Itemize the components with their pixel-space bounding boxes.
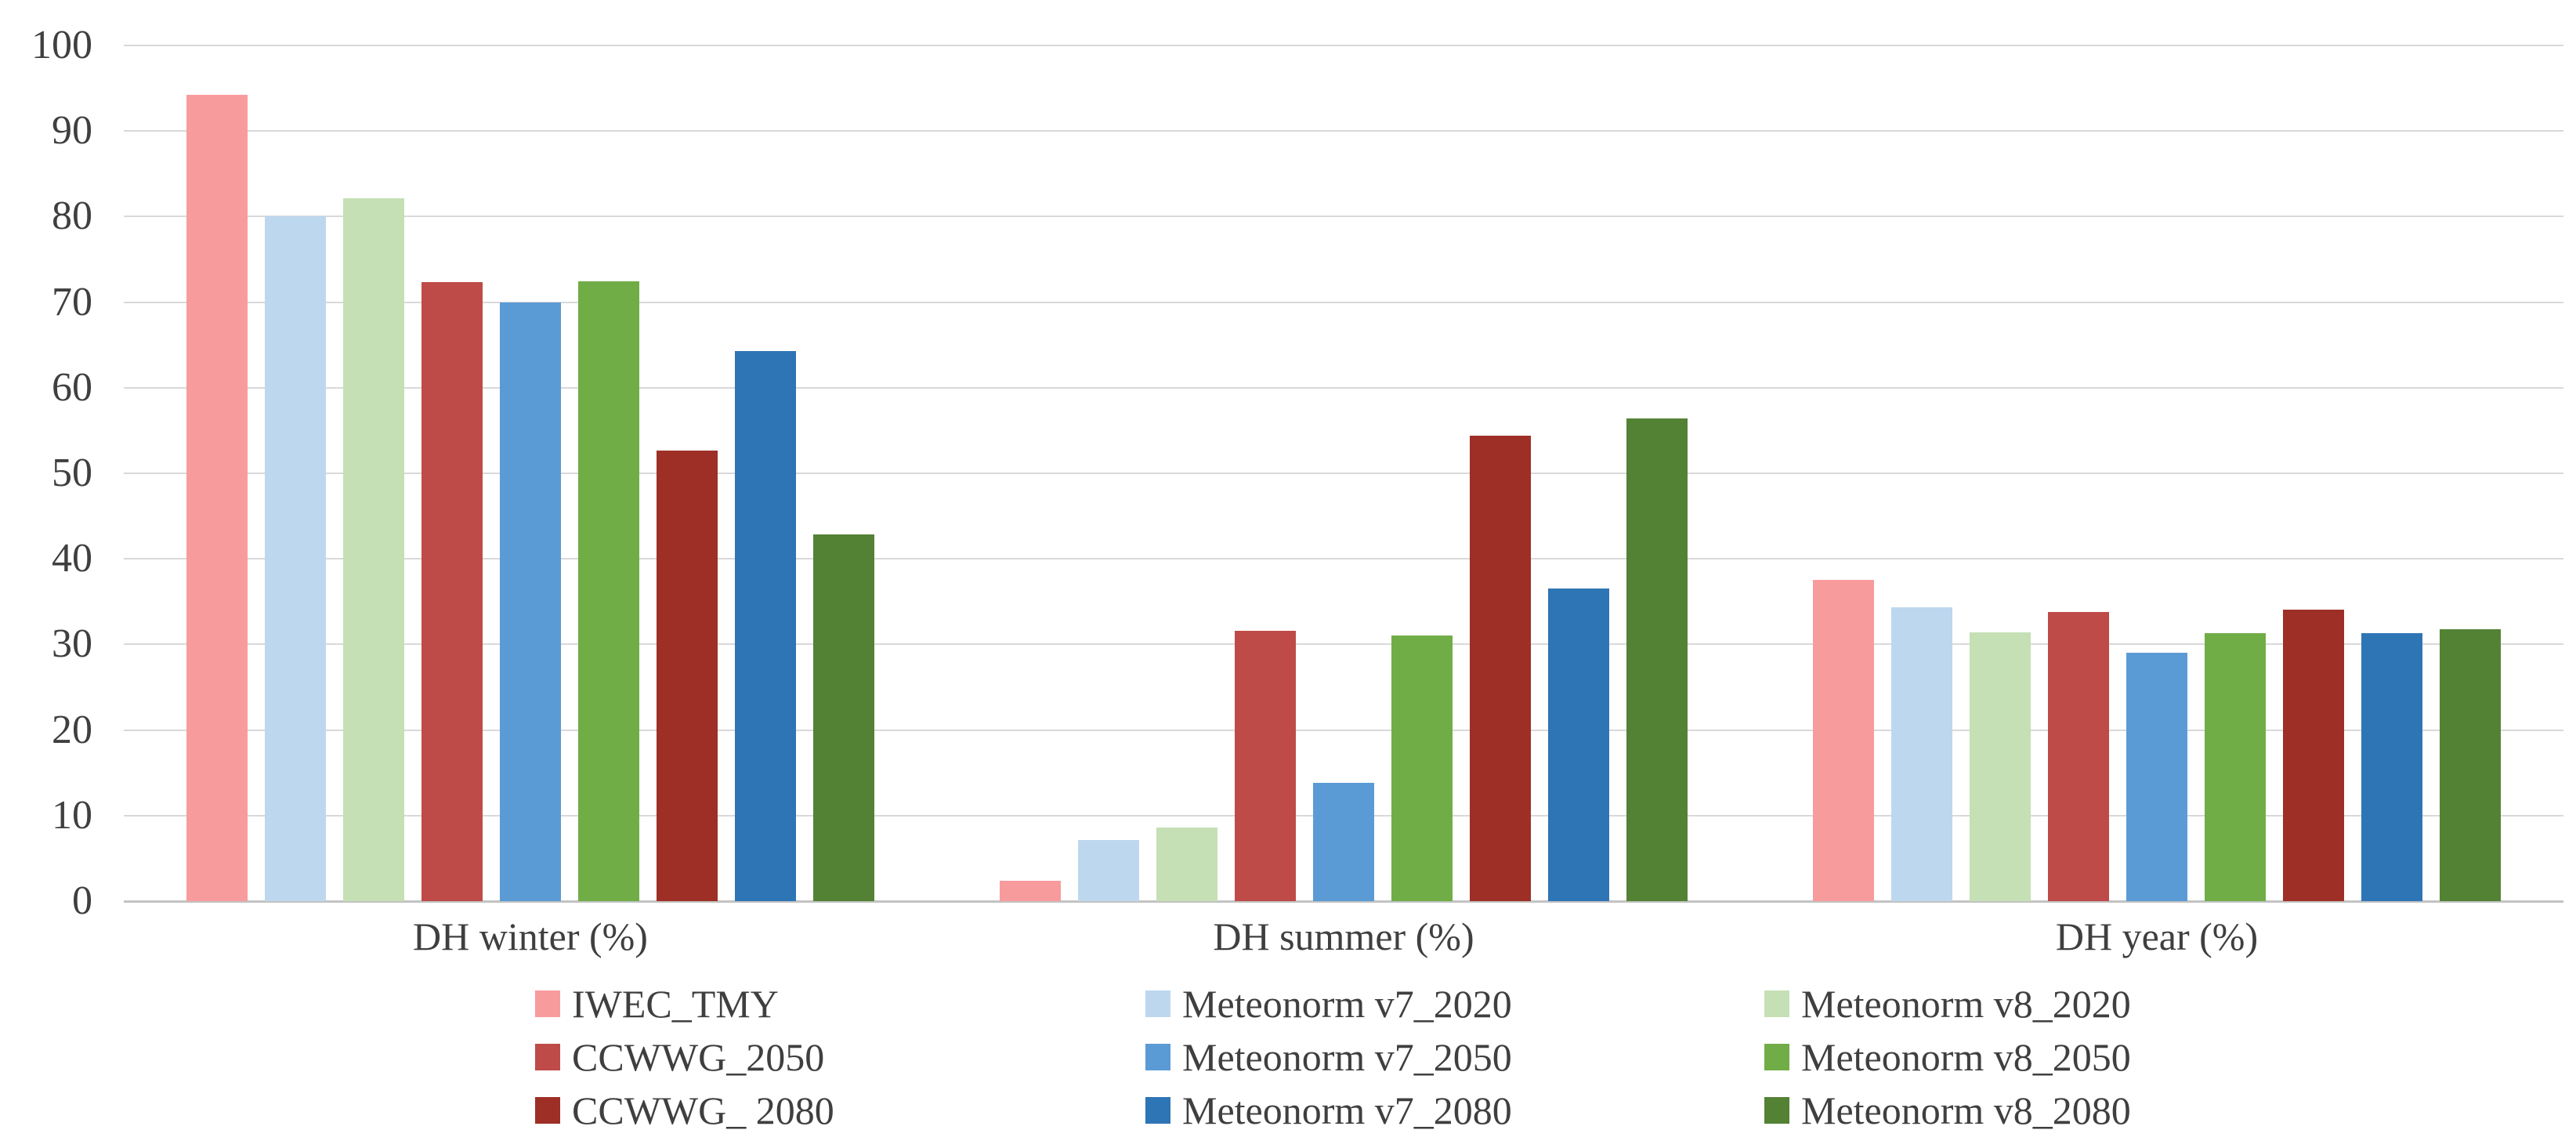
- gridline: [124, 130, 2563, 132]
- gridline: [124, 302, 2563, 303]
- bar: [813, 534, 874, 901]
- gridline: [124, 473, 2563, 474]
- bar: [1313, 783, 1374, 901]
- bar: [421, 282, 483, 901]
- bar: [2283, 610, 2344, 901]
- legend-swatch-icon: [535, 990, 560, 1017]
- bar: [735, 351, 796, 901]
- legend-item: IWEC_TMY: [535, 981, 779, 1027]
- legend-swatch-icon: [1764, 1097, 1789, 1124]
- bar-group: [124, 45, 937, 901]
- y-tick-label: 30: [52, 621, 92, 666]
- bar-group: [937, 45, 1750, 901]
- legend-item: Meteonorm v8_2050: [1764, 1034, 2131, 1080]
- y-tick-label: 20: [52, 708, 92, 752]
- y-tick-label: 0: [72, 878, 92, 923]
- bar: [1548, 588, 1609, 901]
- y-tick-label: 60: [52, 365, 92, 410]
- bar: [1391, 636, 1453, 901]
- legend-label: Meteonorm v8_2020: [1801, 982, 2131, 1026]
- y-tick-label: 80: [52, 194, 92, 238]
- legend-label: Meteonorm v7_2080: [1182, 1088, 1512, 1132]
- legend-swatch-icon: [535, 1097, 560, 1124]
- legend-swatch-icon: [1764, 1044, 1789, 1070]
- bar: [578, 281, 639, 901]
- bar: [1156, 828, 1217, 901]
- legend-swatch-icon: [535, 1044, 560, 1070]
- bar: [186, 95, 248, 901]
- y-tick-label: 10: [52, 793, 92, 838]
- y-tick-label: 100: [31, 23, 92, 67]
- bar: [2361, 633, 2422, 901]
- bar: [1970, 632, 2031, 901]
- bar: [1626, 418, 1688, 901]
- legend-item: Meteonorm v7_2050: [1145, 1034, 1512, 1080]
- bar: [265, 216, 326, 901]
- legend-item: Meteonorm v7_2020: [1145, 981, 1512, 1027]
- bar: [657, 451, 718, 901]
- legend-item: CCWWG_ 2080: [535, 1088, 834, 1133]
- legend-label: Meteonorm v8_2080: [1801, 1088, 2131, 1132]
- bar: [1891, 607, 1952, 901]
- bar: [1078, 840, 1139, 901]
- bar: [500, 302, 561, 901]
- legend-swatch-icon: [1145, 990, 1170, 1017]
- gridline: [124, 558, 2563, 560]
- bar: [2205, 633, 2266, 901]
- y-tick-label: 70: [52, 280, 92, 324]
- gridline: [124, 730, 2563, 731]
- legend-swatch-icon: [1764, 990, 1789, 1017]
- gridline: [124, 215, 2563, 217]
- category-label: DH summer (%): [1213, 914, 1474, 958]
- y-tick-label: 40: [52, 536, 92, 581]
- bar: [1235, 631, 1296, 901]
- gridline: [124, 45, 2563, 46]
- legend-label: IWEC_TMY: [572, 982, 779, 1026]
- bar: [1000, 881, 1061, 901]
- bar: [2126, 653, 2187, 901]
- bar-group: [1750, 45, 2563, 901]
- gridline: [124, 387, 2563, 389]
- category-label: DH year (%): [2055, 914, 2259, 958]
- bar: [343, 198, 404, 901]
- gridline: [124, 643, 2563, 645]
- legend-swatch-icon: [1145, 1097, 1170, 1124]
- category-label: DH winter (%): [413, 914, 648, 958]
- legend-item: Meteonorm v8_2020: [1764, 981, 2131, 1027]
- y-tick-label: 50: [52, 451, 92, 495]
- legend-label: CCWWG_ 2080: [572, 1088, 834, 1132]
- legend-label: Meteonorm v7_2020: [1182, 982, 1512, 1026]
- bar: [2048, 612, 2109, 901]
- legend-item: Meteonorm v8_2080: [1764, 1088, 2131, 1133]
- legend-label: CCWWG_2050: [572, 1035, 825, 1079]
- x-axis-line: [124, 900, 2563, 903]
- bar: [1470, 436, 1531, 901]
- legend-label: Meteonorm v8_2050: [1801, 1035, 2131, 1079]
- y-tick-label: 90: [52, 108, 92, 153]
- legend-item: Meteonorm v7_2080: [1145, 1088, 1512, 1133]
- bar: [1813, 580, 1874, 901]
- legend-label: Meteonorm v7_2050: [1182, 1035, 1512, 1079]
- legend-item: CCWWG_2050: [535, 1034, 824, 1080]
- bar: [2440, 629, 2501, 901]
- legend-swatch-icon: [1145, 1044, 1170, 1070]
